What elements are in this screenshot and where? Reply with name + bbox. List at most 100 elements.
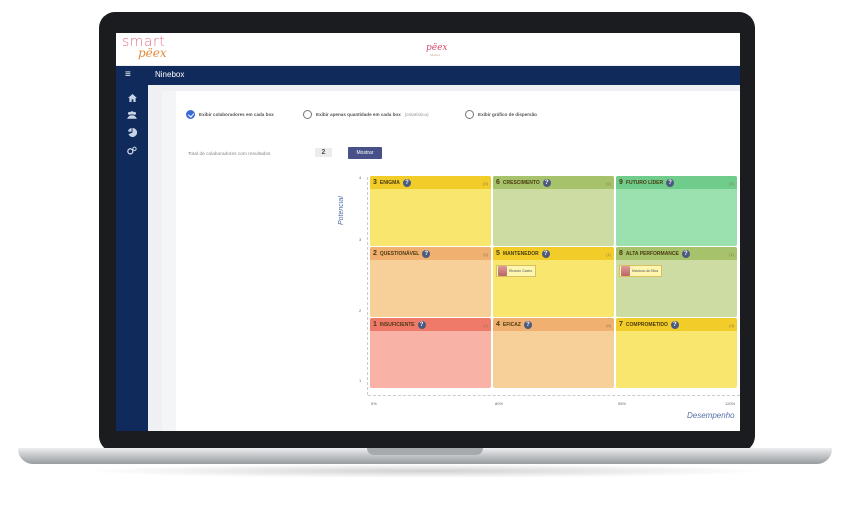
logo-line2: pëex — [138, 46, 167, 60]
x-tick: 80% — [495, 401, 504, 406]
home-icon[interactable] — [126, 94, 138, 104]
page-title: Ninebox — [155, 70, 185, 79]
help-icon[interactable]: ? — [681, 249, 690, 258]
option-scatter-chart[interactable]: Exibir gráfico de dispersão — [465, 110, 537, 119]
option-show-collaborators[interactable]: Exibir colaboradores em cada box — [186, 110, 274, 119]
box-number: 2 — [373, 250, 377, 257]
ninebox-box[interactable]: 4 EFICAZ? (0) — [493, 318, 614, 388]
help-icon[interactable]: ? — [666, 178, 675, 187]
app-screen: smart pëex pëex Makes ≡ Ninebox E — [116, 33, 740, 431]
ninebox-box[interactable]: 7 COMPROMETIDO? (0) — [616, 318, 737, 388]
x-tick: 95% — [618, 401, 627, 406]
help-icon[interactable]: ? — [670, 320, 679, 329]
box-header: 1 INSUFICIENTE? (0) — [370, 318, 491, 331]
total-label: Total de colaboradores com resultados — [188, 152, 271, 157]
radio-unselected-icon[interactable] — [465, 110, 474, 119]
collaborator-card[interactable]: Ricardo Castro — [496, 265, 537, 277]
ninebox-box[interactable]: 8 ALTA PERFORMANCE? (1) Mariana da Silva — [616, 247, 737, 317]
box-count: (0) — [483, 252, 488, 257]
ninebox-box[interactable]: 3 ENIGMA? (0) — [370, 176, 491, 246]
y-tick: 1 — [359, 378, 362, 383]
ninebox-box[interactable]: 9 FUTURO LÍDER? (0) — [616, 176, 737, 246]
box-count: (0) — [729, 181, 734, 186]
box-number: 9 — [619, 179, 623, 186]
ninebox-box[interactable]: 1 INSUFICIENTE? (0) — [370, 318, 491, 388]
y-tick: 4 — [359, 175, 362, 180]
box-title: MANTENEDOR — [502, 250, 539, 257]
collaborator-name: Mariana da Silva — [632, 269, 659, 273]
users-icon[interactable] — [126, 111, 138, 121]
box-title: CRESCIMENTO — [502, 179, 540, 186]
chart-icon[interactable] — [126, 127, 138, 138]
option-show-quantity[interactable]: Exibir apenas quantidade em cada box (es… — [303, 110, 429, 119]
option-show-collaborators-label: Exibir colaboradores em cada box — [199, 112, 274, 117]
ninebox-box[interactable]: 6 CRESCIMENTO? (0) — [493, 176, 614, 246]
box-count: (0) — [606, 181, 611, 186]
box-header: 4 EFICAZ? (0) — [493, 318, 614, 331]
y-axis-label: Potencial — [338, 196, 345, 226]
box-header: 3 ENIGMA? (0) — [370, 176, 491, 189]
collaborator-card[interactable]: Mariana da Silva — [619, 265, 663, 277]
radio-unselected-icon[interactable] — [303, 110, 312, 119]
laptop-base — [18, 448, 832, 464]
box-number: 8 — [619, 250, 623, 257]
top-header: smart pëex pëex Makes — [116, 33, 740, 66]
ninebox-box[interactable]: 5 MANTENEDOR? (1) Ricardo Castro — [493, 247, 614, 317]
box-header: 8 ALTA PERFORMANCE? (1) — [616, 247, 737, 260]
help-icon[interactable]: ? — [422, 249, 431, 258]
x-axis-line — [368, 395, 740, 396]
total-value: 2 — [315, 148, 332, 157]
help-icon[interactable]: ? — [541, 249, 550, 258]
box-count: (0) — [483, 323, 488, 328]
box-number: 3 — [373, 179, 377, 186]
help-icon[interactable]: ? — [417, 320, 426, 329]
box-count: (1) — [729, 252, 734, 257]
box-title: INSUFICIENTE — [379, 321, 415, 328]
laptop-notch — [367, 448, 483, 455]
box-title: ENIGMA — [379, 179, 400, 186]
box-header: 7 COMPROMETIDO? (0) — [616, 318, 737, 331]
box-header: 5 MANTENEDOR? (1) — [493, 247, 614, 260]
box-header: 9 FUTURO LÍDER? (0) — [616, 176, 737, 189]
option-scatter-chart-label: Exibir gráfico de dispersão — [478, 112, 537, 117]
ninebox-box[interactable]: 2 QUESTIONÁVEL? (0) — [370, 247, 491, 317]
box-number: 6 — [496, 179, 500, 186]
box-header: 6 CRESCIMENTO? (0) — [493, 176, 614, 189]
y-tick: 3 — [359, 237, 362, 242]
help-icon[interactable]: ? — [523, 320, 532, 329]
box-count: (0) — [606, 323, 611, 328]
option-show-quantity-suffix: (estatística) — [404, 112, 429, 117]
box-title: FUTURO LÍDER — [625, 179, 664, 186]
box-title: COMPROMETIDO — [625, 321, 668, 328]
settings-icon[interactable] — [126, 146, 138, 156]
x-tick: 120% — [725, 401, 736, 406]
x-axis-label: Desempenho — [687, 411, 735, 420]
client-logo-sub: Makes — [430, 53, 440, 57]
client-logo-text: pëex — [426, 43, 448, 53]
y-tick: 2 — [359, 308, 362, 313]
box-title: QUESTIONÁVEL — [379, 250, 420, 257]
radio-selected-icon[interactable] — [186, 110, 195, 119]
collaborator-name: Ricardo Castro — [509, 269, 533, 273]
hamburger-menu-icon[interactable]: ≡ — [125, 69, 131, 80]
box-count: (0) — [483, 181, 488, 186]
box-number: 1 — [373, 321, 377, 328]
show-button[interactable]: Mostrar — [348, 147, 382, 159]
help-icon[interactable]: ? — [542, 178, 551, 187]
avatar — [498, 266, 507, 276]
smart-peex-logo[interactable]: smart pëex — [122, 35, 167, 59]
box-title: EFICAZ — [502, 321, 521, 328]
help-icon[interactable]: ? — [402, 178, 411, 187]
box-header: 2 QUESTIONÁVEL? (0) — [370, 247, 491, 260]
nav-bar: ≡ Ninebox — [116, 66, 740, 85]
laptop-shadow — [80, 464, 770, 478]
y-axis-line — [367, 177, 368, 395]
client-logo: pëex Makes — [426, 43, 448, 57]
avatar — [621, 266, 630, 276]
box-count: (0) — [729, 323, 734, 328]
logo-line1: smart — [122, 34, 166, 50]
box-number: 7 — [619, 321, 623, 328]
box-number: 5 — [496, 250, 500, 257]
x-tick: 0% — [371, 401, 377, 406]
panel-strip — [162, 91, 176, 431]
